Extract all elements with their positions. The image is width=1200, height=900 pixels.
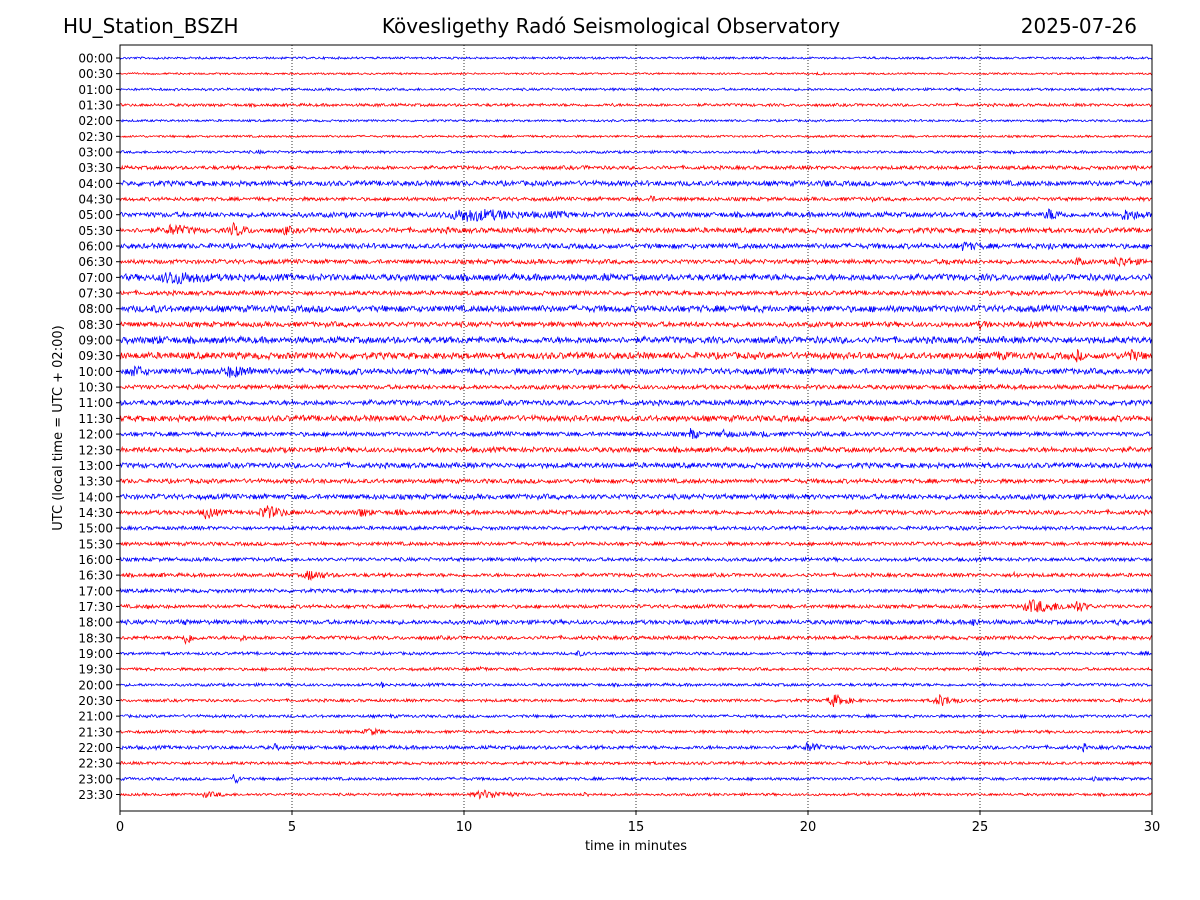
trace-2300 xyxy=(119,774,1153,784)
y-tick-label: 21:00 xyxy=(78,710,113,724)
x-axis-label: time in minutes xyxy=(585,839,687,854)
trace-1100 xyxy=(119,398,1153,407)
x-tick-label: 30 xyxy=(1144,820,1161,835)
y-tick-label: 09:30 xyxy=(78,349,113,363)
y-tick-label: 01:00 xyxy=(78,83,113,97)
trace-0030 xyxy=(119,71,1153,76)
y-tick-label: 14:30 xyxy=(78,506,113,520)
y-tick-label: 19:00 xyxy=(78,647,113,661)
x-tick-label: 0 xyxy=(116,820,124,835)
y-tick-label: 11:30 xyxy=(78,412,113,426)
trace-1630 xyxy=(119,570,1153,582)
y-tick-label: 16:00 xyxy=(78,553,113,567)
y-tick-label: 14:00 xyxy=(78,490,113,504)
y-tick-label: 00:30 xyxy=(78,67,113,81)
trace-1700 xyxy=(119,587,1153,595)
y-tick-label: 17:00 xyxy=(78,584,113,598)
y-tick-label: 04:00 xyxy=(78,177,113,191)
trace-0730 xyxy=(119,288,1153,297)
y-tick-label: 04:30 xyxy=(78,193,113,207)
y-tick-label: 03:00 xyxy=(78,146,113,160)
trace-2130 xyxy=(119,727,1153,736)
x-tick-label: 20 xyxy=(800,820,817,835)
y-tick-label: 10:00 xyxy=(78,365,113,379)
y-tick-label: 12:30 xyxy=(78,443,113,457)
y-tick-label: 20:30 xyxy=(78,694,113,708)
y-tick-label: 05:00 xyxy=(78,208,113,222)
y-tick-label: 22:00 xyxy=(78,741,113,755)
y-tick-label: 16:30 xyxy=(78,569,113,583)
y-tick-label: 20:00 xyxy=(78,678,113,692)
trace-0930 xyxy=(119,349,1153,363)
y-tick-label: 10:30 xyxy=(78,381,113,395)
y-tick-label: 03:30 xyxy=(78,161,113,175)
y-tick-label: 08:30 xyxy=(78,318,113,332)
y-axis-label: UTC (local time = UTC + 02:00) xyxy=(51,325,66,530)
trace-1400 xyxy=(119,492,1153,502)
y-tick-label: 13:00 xyxy=(78,459,113,473)
trace-1130 xyxy=(119,413,1153,424)
y-tick-label: 23:30 xyxy=(78,788,113,802)
trace-0100 xyxy=(119,86,1153,92)
y-tick-label: 00:00 xyxy=(78,52,113,66)
y-tick-label: 17:30 xyxy=(78,600,113,614)
y-tick-label: 21:30 xyxy=(78,725,113,739)
y-tick-label: 08:00 xyxy=(78,302,113,316)
x-tick-label: 10 xyxy=(456,820,473,835)
trace-1230 xyxy=(119,445,1153,454)
y-tick-label: 11:00 xyxy=(78,396,113,410)
trace-1930 xyxy=(119,665,1153,673)
y-tick-label: 19:30 xyxy=(78,663,113,677)
y-tick-label: 02:00 xyxy=(78,114,113,128)
y-tick-label: 15:30 xyxy=(78,537,113,551)
y-tick-label: 06:00 xyxy=(78,240,113,254)
trace-0400 xyxy=(119,179,1153,188)
y-tick-label: 01:30 xyxy=(78,99,113,113)
y-tick-label: 23:00 xyxy=(78,772,113,786)
y-tick-label: 13:30 xyxy=(78,475,113,489)
y-tick-label: 06:30 xyxy=(78,255,113,269)
x-tick-label: 25 xyxy=(972,820,989,835)
trace-1530 xyxy=(119,540,1153,548)
trace-1000 xyxy=(119,365,1153,379)
y-tick-label: 18:30 xyxy=(78,631,113,645)
x-axis: 0 5 10 15 20 25 30 xyxy=(116,811,1160,835)
trace-2030 xyxy=(119,693,1153,708)
x-tick-label: 5 xyxy=(288,820,296,835)
trace-0430 xyxy=(119,195,1153,203)
trace-0530 xyxy=(119,221,1153,236)
observatory-title: Kövesligethy Radó Seismological Observat… xyxy=(381,14,841,38)
station-name: HU_Station_BSZH xyxy=(63,14,239,38)
y-tick-label: 05:30 xyxy=(78,224,113,238)
plot-date: 2025-07-26 xyxy=(1020,14,1137,38)
trace-2330 xyxy=(119,789,1153,800)
trace-1330 xyxy=(119,477,1153,485)
y-tick-label: 09:00 xyxy=(78,334,113,348)
y-tick-label: 18:00 xyxy=(78,616,113,630)
trace-1730 xyxy=(119,599,1153,613)
y-tick-label: 22:30 xyxy=(78,757,113,771)
trace-1830 xyxy=(119,634,1153,645)
grid-lines xyxy=(291,45,981,811)
trace-0300 xyxy=(119,148,1153,155)
y-tick-label: 07:00 xyxy=(78,271,113,285)
y-tick-label: 12:00 xyxy=(78,428,113,442)
y-tick-label: 02:30 xyxy=(78,130,113,144)
y-tick-label: 15:00 xyxy=(78,522,113,536)
y-tick-label: 07:30 xyxy=(78,287,113,301)
x-tick-label: 15 xyxy=(628,820,645,835)
